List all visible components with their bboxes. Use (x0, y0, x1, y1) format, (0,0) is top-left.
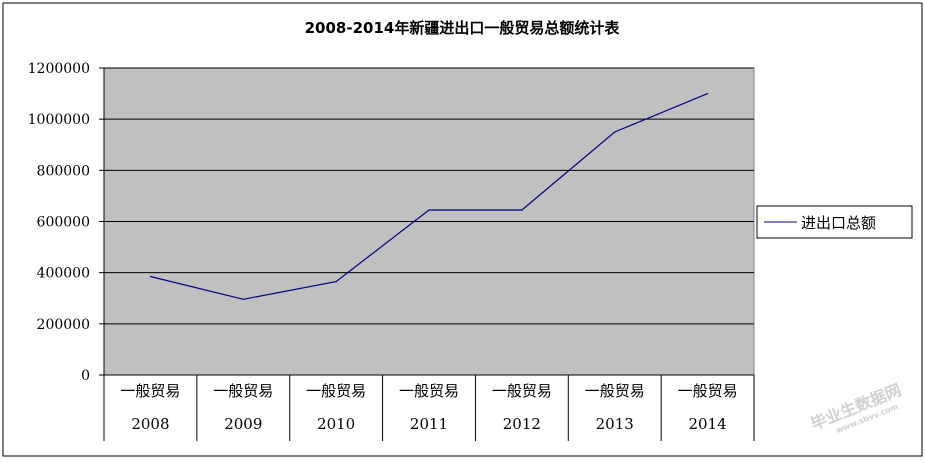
data-point (335, 281, 337, 283)
x-year-label: 2013 (596, 415, 634, 433)
x-year-label: 2011 (410, 415, 448, 433)
x-category-label: 一般贸易 (399, 382, 459, 400)
y-axis: 0 200000 400000 600000 800000 1000000 1200000 (28, 61, 105, 384)
x-category-label: 一般贸易 (492, 382, 552, 400)
data-point (242, 298, 244, 300)
x-axis: 一般贸易 2008 一般贸易 2009 一般贸易 2010 一般贸易 2011 一般贸易 2012… (103, 374, 755, 441)
y-tick-label: 400000 (37, 266, 90, 282)
data-point (614, 131, 616, 133)
x-year-label: 2012 (503, 415, 541, 433)
y-tick-label: 200000 (37, 317, 90, 333)
data-point (149, 275, 152, 278)
y-tick-label: 600000 (37, 215, 90, 231)
data-point (428, 209, 430, 211)
x-category-label: 一般贸易 (120, 382, 180, 400)
y-tick-label: 800000 (37, 163, 90, 179)
legend-label: 进出口总额 (801, 214, 876, 232)
y-tick-label: 1000000 (28, 112, 90, 128)
chart-title: 2008-2014年新疆进出口一般贸易总额统计表 (305, 19, 621, 37)
x-year-label: 2010 (317, 415, 355, 433)
data-point (521, 209, 523, 211)
y-tick-label: 1200000 (28, 61, 90, 77)
data-point (706, 92, 709, 95)
x-category-label: 一般贸易 (585, 382, 645, 400)
y-tick-label: 0 (81, 368, 90, 384)
x-year-label: 2009 (224, 415, 262, 433)
x-category-label: 一般贸易 (306, 382, 366, 400)
x-category-label: 一般贸易 (213, 382, 273, 400)
x-category-label: 一般贸易 (678, 382, 738, 400)
x-year-label: 2008 (131, 415, 169, 433)
x-year-label: 2014 (688, 415, 726, 433)
series-layer (149, 92, 709, 300)
legend: 进出口总额 (756, 205, 913, 239)
